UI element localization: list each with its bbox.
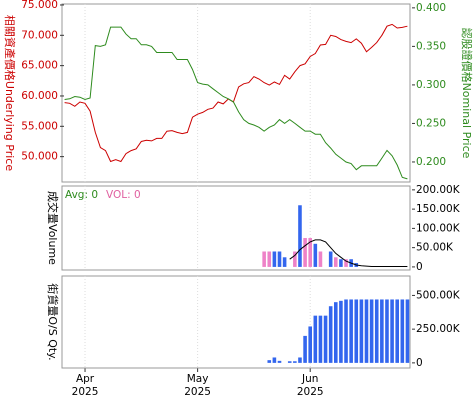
bar	[287, 361, 292, 363]
annotation: Avg: 0	[65, 189, 98, 201]
x-tick-label: Jun	[301, 373, 318, 385]
y-tick-label: 0.250	[416, 117, 446, 129]
y-tick-label: 150.00K	[416, 203, 461, 215]
bar	[328, 306, 333, 363]
y-tick-label: 50.00K	[416, 242, 454, 254]
bar	[405, 299, 410, 363]
x-tick-year: 2025	[72, 386, 99, 398]
y-tick-label: 0.400	[416, 2, 446, 14]
bar	[390, 299, 394, 363]
series-line	[64, 23, 408, 163]
y-tick-label: 55.000	[21, 120, 58, 132]
bar	[303, 238, 307, 267]
y-tick-label: 65.000	[21, 60, 58, 72]
bar	[303, 335, 307, 363]
bar	[395, 299, 399, 363]
bar	[334, 257, 338, 267]
bar	[272, 357, 277, 363]
y-tick-label: 0	[416, 357, 423, 369]
series-line	[64, 26, 408, 180]
bar	[359, 299, 364, 363]
bar	[267, 251, 272, 267]
y-tick-label: 0.350	[416, 40, 446, 52]
x-tick-label: May	[187, 373, 209, 385]
bar	[318, 315, 323, 363]
axis-title: 街貨量O/S Qty.	[46, 283, 60, 360]
axis-title: 認股證價格Nominal Price	[460, 28, 474, 159]
bar	[262, 251, 266, 267]
y-tick-label: 0.200	[416, 156, 446, 168]
y-tick-label: 60.000	[21, 90, 58, 102]
bar	[277, 251, 282, 267]
bar	[298, 205, 302, 267]
plot-area	[61, 185, 411, 271]
bar	[344, 299, 348, 363]
bar	[339, 300, 343, 363]
bar	[380, 299, 384, 363]
bar	[364, 299, 369, 363]
average-line	[289, 239, 408, 267]
bar	[313, 243, 318, 267]
bar	[272, 251, 277, 267]
bar	[308, 238, 312, 267]
y-tick-label: 0.300	[416, 79, 446, 91]
bar	[328, 251, 333, 267]
y-tick-label: 250.00K	[416, 323, 461, 335]
bar	[374, 299, 379, 363]
x-tick-year: 2025	[184, 386, 211, 398]
y-tick-label: 100.00K	[416, 222, 461, 234]
axis-title: 相關資產價格Underlying Price	[3, 15, 17, 171]
bar	[298, 357, 302, 363]
bar	[267, 360, 272, 363]
bar	[344, 259, 348, 267]
bar	[354, 299, 359, 363]
bar	[339, 259, 343, 267]
y-tick-label: 200.00K	[416, 184, 461, 196]
y-tick-label: 75.000	[21, 0, 58, 11]
bar	[318, 251, 323, 267]
y-tick-label: 50.000	[21, 151, 58, 163]
bar	[293, 361, 297, 363]
bar	[313, 315, 318, 363]
annotation: VOL: 0	[106, 189, 141, 201]
bar	[349, 299, 353, 363]
y-tick-label: 70.000	[21, 29, 58, 41]
x-tick-label: Apr	[76, 373, 95, 385]
bar	[400, 299, 405, 363]
x-tick-year: 2025	[297, 386, 324, 398]
bar	[308, 326, 312, 363]
bar	[293, 251, 297, 267]
bar	[323, 315, 328, 363]
bar	[277, 360, 282, 363]
axis-title: 成交量Volume	[46, 191, 60, 265]
bar	[369, 299, 374, 363]
bar	[282, 257, 287, 267]
y-tick-label: 0	[416, 261, 423, 273]
bar	[385, 299, 389, 363]
y-tick-label: 500.00K	[416, 289, 461, 301]
bar	[334, 302, 338, 363]
